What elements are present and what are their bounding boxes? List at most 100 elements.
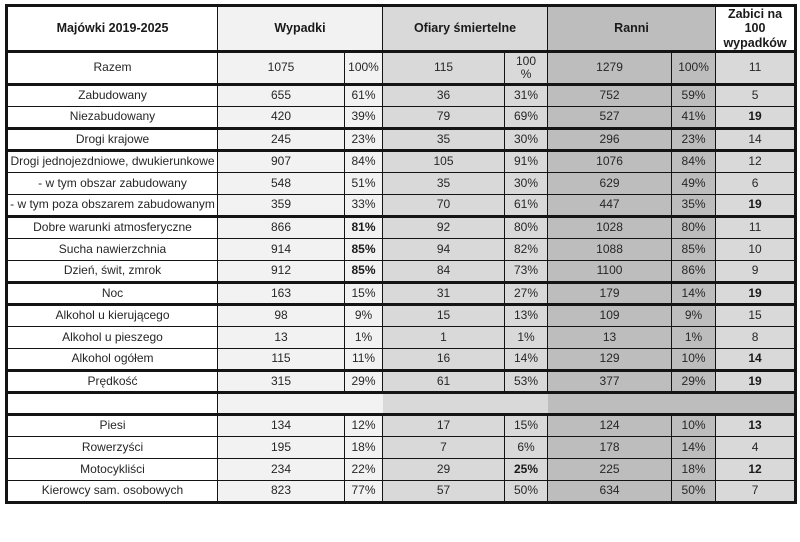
spacer-row xyxy=(6,392,796,417)
row-label: Drogi jednojezdniowe, dwukierunkowe xyxy=(6,150,218,174)
table-row-alkohol-ogolem: Alkohol ogółem 115 11% 16 14% 129 10% 14 xyxy=(6,348,797,373)
cell-injured-pct: 10% xyxy=(671,348,717,373)
cell-fatalities-pct: 91% xyxy=(504,150,549,174)
cell-injured-count: 377 xyxy=(547,370,673,395)
row-label: Noc xyxy=(6,282,218,307)
cell-accidents-count: 823 xyxy=(217,480,345,504)
cell-accidents-count: 914 xyxy=(217,238,345,262)
row-label: Rowerzyści xyxy=(6,436,218,460)
cell-injured-pct: 14% xyxy=(671,436,717,460)
row-label: Dobre warunki atmosferyczne xyxy=(6,216,218,240)
row-label: - w tym poza obszarem zabudowanym xyxy=(6,194,218,219)
cell-accidents-pct: 22% xyxy=(343,458,384,482)
cell-fatalities-pct: 69% xyxy=(504,106,549,131)
spacer-injured-cell xyxy=(547,392,796,417)
cell-injured-pct: 1% xyxy=(671,326,717,350)
cell-accidents-pct: 77% xyxy=(343,480,384,504)
cell-fatalities-pct: 15% xyxy=(504,414,549,438)
cell-fatalities-pct: 100 % xyxy=(504,51,549,87)
cell-fatalities-pct: 1% xyxy=(504,326,549,350)
cell-killed-per-100: 12 xyxy=(715,150,797,174)
cell-accidents-pct: 1% xyxy=(343,326,384,350)
table-row-motocyklisci: Motocykliści 234 22% 29 25% 225 18% 12 xyxy=(6,458,797,482)
cell-injured-pct: 85% xyxy=(671,238,717,262)
cell-injured-pct: 41% xyxy=(671,106,717,131)
table-row-drogi-krajowe: Drogi krajowe 245 23% 35 30% 296 23% 14 xyxy=(6,128,797,153)
row-label: Sucha nawierzchnia xyxy=(6,238,218,262)
cell-fatalities-pct: 73% xyxy=(504,260,549,285)
cell-accidents-pct: 39% xyxy=(343,106,384,131)
cell-injured-pct: 10% xyxy=(671,414,717,438)
table-row-rowerzysci: Rowerzyści 195 18% 7 6% 178 14% 4 xyxy=(6,436,797,460)
cell-fatalities-count: 61 xyxy=(382,370,506,395)
cell-killed-per-100: 12 xyxy=(715,458,797,482)
column-header-fatalities: Ofiary śmiertelne xyxy=(382,4,549,54)
table-row-zabudowany: Zabudowany 655 61% 36 31% 752 59% 5 xyxy=(6,84,797,108)
row-label: Alkohol ogółem xyxy=(6,348,218,373)
table-row-predkosc: Prędkość 315 29% 61 53% 377 29% 19 xyxy=(6,370,797,395)
cell-killed-per-100: 13 xyxy=(715,414,797,438)
cell-killed-per-100: 4 xyxy=(715,436,797,460)
cell-accidents-count: 866 xyxy=(217,216,345,240)
table-row-kierowcy-sam-osobowych: Kierowcy sam. osobowych 823 77% 57 50% 6… xyxy=(6,480,797,504)
cell-accidents-count: 134 xyxy=(217,414,345,438)
cell-injured-pct: 23% xyxy=(671,128,717,153)
cell-injured-count: 447 xyxy=(547,194,673,219)
spacer-fatalities-cell xyxy=(382,392,548,417)
cell-injured-pct: 50% xyxy=(671,480,717,504)
cell-accidents-pct: 23% xyxy=(343,128,384,153)
cell-fatalities-count: 1 xyxy=(382,326,506,350)
cell-injured-count: 1076 xyxy=(547,150,673,174)
cell-accidents-count: 195 xyxy=(217,436,345,460)
cell-fatalities-count: 115 xyxy=(382,51,506,87)
cell-injured-count: 13 xyxy=(547,326,673,350)
cell-fatalities-pct: 31% xyxy=(504,84,549,108)
cell-accidents-pct: 84% xyxy=(343,150,384,174)
cell-fatalities-count: 92 xyxy=(382,216,506,240)
cell-injured-pct: 18% xyxy=(671,458,717,482)
cell-fatalities-count: 29 xyxy=(382,458,506,482)
cell-killed-per-100: 11 xyxy=(715,51,797,87)
cell-accidents-pct: 12% xyxy=(343,414,384,438)
cell-fatalities-pct: 27% xyxy=(504,282,549,307)
cell-fatalities-pct: 53% xyxy=(504,370,549,395)
cell-fatalities-count: 35 xyxy=(382,128,506,153)
cell-injured-count: 1088 xyxy=(547,238,673,262)
header-row: Majówki 2019-2025 Wypadki Ofiary śmierte… xyxy=(6,4,797,54)
cell-fatalities-pct: 50% xyxy=(504,480,549,504)
cell-fatalities-count: 7 xyxy=(382,436,506,460)
cell-injured-count: 178 xyxy=(547,436,673,460)
cell-accidents-count: 359 xyxy=(217,194,345,219)
cell-injured-pct: 9% xyxy=(671,304,717,328)
column-header-injured: Ranni xyxy=(547,4,717,54)
cell-accidents-count: 315 xyxy=(217,370,345,395)
cell-fatalities-pct: 30% xyxy=(504,128,549,153)
cell-accidents-pct: 15% xyxy=(343,282,384,307)
spacer-accidents-cell xyxy=(217,392,383,417)
cell-injured-count: 109 xyxy=(547,304,673,328)
column-header-period: Majówki 2019-2025 xyxy=(6,4,218,54)
cell-fatalities-count: 36 xyxy=(382,84,506,108)
table-row-dzien-swit-zmrok: Dzień, świt, zmrok 912 85% 84 73% 1100 8… xyxy=(6,260,797,285)
cell-accidents-count: 234 xyxy=(217,458,345,482)
table-row-alkohol-u-pieszego: Alkohol u pieszego 13 1% 1 1% 13 1% 8 xyxy=(6,326,797,350)
spacer-label-cell xyxy=(6,392,218,417)
cell-accidents-pct: 85% xyxy=(343,238,384,262)
cell-fatalities-count: 16 xyxy=(382,348,506,373)
row-label: - w tym obszar zabudowany xyxy=(6,172,218,196)
cell-accidents-pct: 33% xyxy=(343,194,384,219)
cell-fatalities-count: 31 xyxy=(382,282,506,307)
table-row-piesi: Piesi 134 12% 17 15% 124 10% 13 xyxy=(6,414,797,438)
cell-injured-count: 527 xyxy=(547,106,673,131)
cell-accidents-pct: 61% xyxy=(343,84,384,108)
cell-accidents-pct: 51% xyxy=(343,172,384,196)
row-label: Piesi xyxy=(6,414,218,438)
cell-killed-per-100: 11 xyxy=(715,216,797,240)
cell-fatalities-count: 35 xyxy=(382,172,506,196)
row-label: Alkohol u pieszego xyxy=(6,326,218,350)
cell-injured-pct: 35% xyxy=(671,194,717,219)
cell-killed-per-100: 7 xyxy=(715,480,797,504)
row-label: Motocykliści xyxy=(6,458,218,482)
row-label: Dzień, świt, zmrok xyxy=(6,260,218,285)
cell-accidents-count: 13 xyxy=(217,326,345,350)
